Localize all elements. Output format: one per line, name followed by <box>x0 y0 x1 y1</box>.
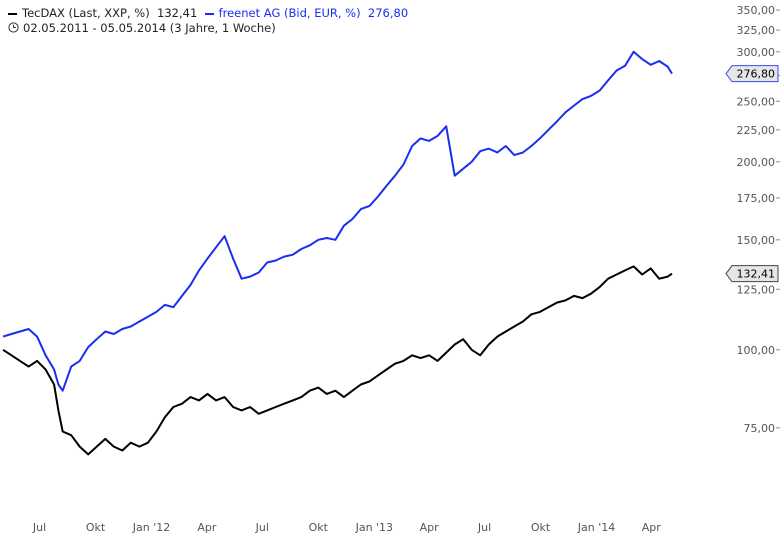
tecdax-legend-swatch <box>8 12 17 15</box>
x-tick-label: Apr <box>197 521 217 534</box>
y-tick-label: 250,00 <box>737 95 776 108</box>
y-tick-label: 225,00 <box>737 124 776 137</box>
freenet-legend-value: 276,80 <box>367 6 409 20</box>
tecdax-legend-value: 132,41 <box>157 6 198 20</box>
legend-row: TecDAX (Last, XXP, %) 132,41 freenet AG … <box>8 6 408 20</box>
x-tick-label: Jan '12 <box>132 521 170 534</box>
x-tick-label: Jan '13 <box>355 521 393 534</box>
freenet-last-value-label: 276,80 <box>737 68 776 81</box>
x-tick-label: Okt <box>531 521 551 534</box>
y-tick-label: 200,00 <box>737 156 776 169</box>
y-tick-label: 325,00 <box>737 24 776 37</box>
y-tick-label: 300,00 <box>737 46 776 59</box>
tecdax-last-value-label: 132,41 <box>737 268 776 281</box>
freenet-last-value-tag <box>725 65 779 83</box>
tecdax-last-value-tag <box>725 265 779 283</box>
freenet-legend-label: freenet AG (Bid, EUR, %) <box>218 6 361 20</box>
x-tick-label: Jul <box>32 521 46 534</box>
y-tick-label: 350,00 <box>737 4 776 17</box>
x-tick-label: Okt <box>309 521 329 534</box>
freenet-legend-swatch <box>204 12 214 15</box>
y-tick-label: 175,00 <box>737 192 776 205</box>
clock-icon <box>8 22 19 33</box>
x-tick-label: Okt <box>86 521 106 534</box>
period-row: 02.05.2011 - 05.05.2014 (3 Jahre, 1 Woch… <box>8 21 276 35</box>
y-tick-label: 100,00 <box>737 344 776 357</box>
y-tick-label: 125,00 <box>737 283 776 296</box>
freenet-line <box>2 50 673 392</box>
x-tick-label: Apr <box>420 521 440 534</box>
y-tick-label: 150,00 <box>737 234 776 247</box>
x-tick-label: Jan '14 <box>577 521 615 534</box>
x-tick-label: Apr <box>642 521 662 534</box>
period-label: 02.05.2011 - 05.05.2014 (3 Jahre, 1 Woch… <box>23 21 276 35</box>
y-tick-label: 75,00 <box>744 422 776 435</box>
tecdax-line <box>2 265 673 456</box>
tecdax-legend-label: TecDAX (Last, XXP, %) <box>22 6 150 20</box>
x-tick-label: Jul <box>477 521 491 534</box>
x-tick-label: Jul <box>255 521 269 534</box>
